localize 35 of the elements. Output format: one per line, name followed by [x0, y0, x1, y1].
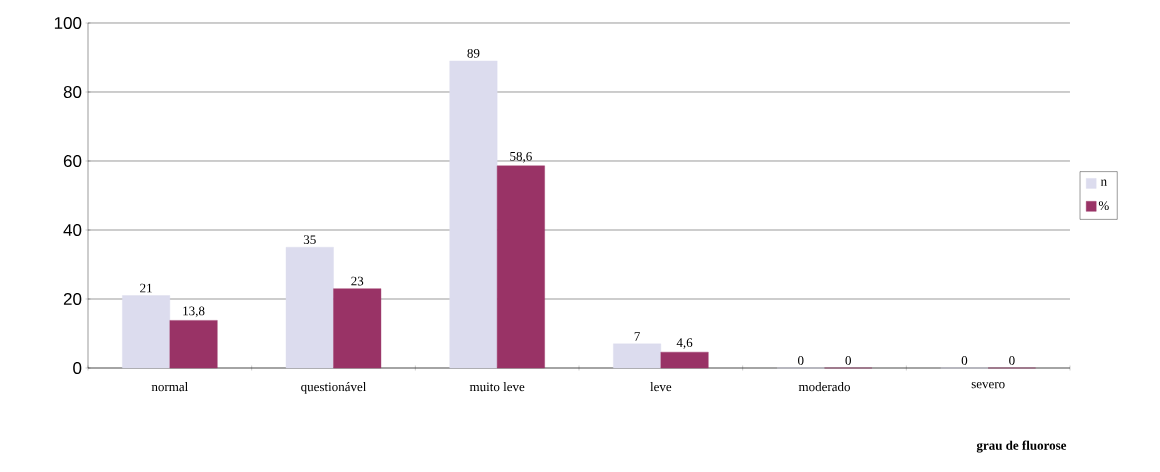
- y-tick-label: 0: [73, 361, 82, 375]
- x-axis-title: grau de fluorose: [976, 440, 1067, 453]
- data-label: 0: [1009, 356, 1015, 365]
- data-label: 89: [467, 48, 480, 58]
- y-tick-label: 80: [63, 85, 82, 99]
- data-label: 23: [351, 276, 364, 286]
- data-label: 35: [303, 235, 316, 245]
- data-label: 58,6: [510, 151, 532, 163]
- x-tick-label: muito leve: [469, 382, 525, 392]
- x-tick-label: moderado: [798, 382, 850, 392]
- y-tick-label: 40: [63, 223, 82, 237]
- data-label: 0: [845, 356, 851, 365]
- bar: [660, 351, 709, 369]
- bar: [613, 343, 662, 369]
- data-label: 4,6: [676, 338, 693, 349]
- data-label: 0: [798, 356, 804, 365]
- y-tick-label: 20: [63, 292, 82, 306]
- data-label: 7: [634, 332, 640, 341]
- data-label: 0: [961, 356, 968, 365]
- y-tick-label: 100: [54, 16, 82, 30]
- y-tick-label: 60: [63, 154, 82, 168]
- bar: [285, 247, 334, 369]
- x-tick-label: questionável: [301, 382, 367, 394]
- data-label: 13,8: [183, 306, 205, 318]
- x-tick-label: leve: [650, 382, 672, 392]
- x-tick-label: severo: [971, 382, 1005, 389]
- bar: [496, 165, 545, 369]
- bar: [449, 60, 498, 369]
- bar: [169, 320, 218, 369]
- bar: [122, 295, 171, 369]
- data-label: 21: [140, 283, 152, 293]
- x-tick-label: normal: [151, 382, 188, 392]
- bar: [333, 288, 382, 369]
- legend-label: n: [1100, 179, 1107, 186]
- legend-label: %: [1098, 201, 1109, 211]
